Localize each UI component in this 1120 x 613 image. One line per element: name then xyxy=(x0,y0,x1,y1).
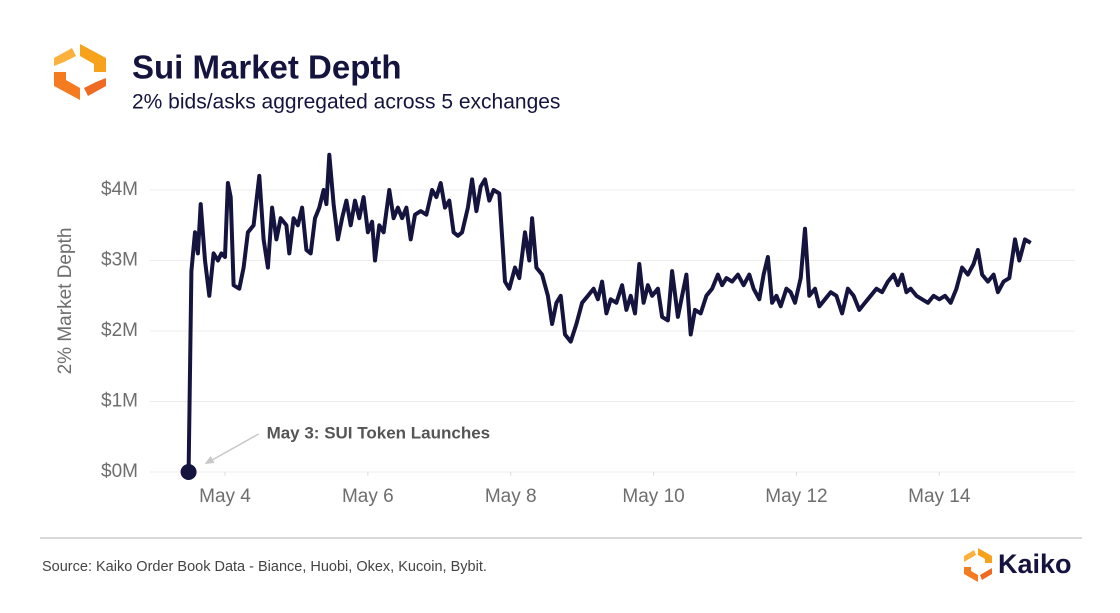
chart-title: Sui Market Depth xyxy=(132,49,402,86)
chart-subtitle: 2% bids/asks aggregated across 5 exchang… xyxy=(132,91,560,114)
logo xyxy=(54,44,106,100)
launch-marker xyxy=(180,464,197,480)
logo-part xyxy=(980,568,992,580)
annotation-arrowhead xyxy=(204,456,215,464)
annotation: May 3: SUI Token Launches xyxy=(267,423,491,442)
x-tick-label: May 10 xyxy=(622,486,684,507)
logo-part xyxy=(54,48,76,66)
y-tick-label: $1M xyxy=(101,391,138,412)
logo-part xyxy=(964,550,976,562)
logo-part xyxy=(84,78,106,96)
x-tick-label: May 12 xyxy=(765,486,827,507)
x-tick-label: May 6 xyxy=(342,486,394,507)
y-tick-label: $2M xyxy=(101,320,138,341)
logo-part xyxy=(54,72,80,100)
y-axis-label: 2% Market Depth xyxy=(55,228,76,375)
y-tick-label: $3M xyxy=(101,250,138,271)
brand-logo xyxy=(964,548,992,582)
annotation-arrow xyxy=(208,433,259,463)
brand: Kaiko xyxy=(998,549,1072,579)
y-tick-label: $0M xyxy=(101,461,138,482)
y-tick-label: $4M xyxy=(101,179,138,200)
x-tick-label: May 8 xyxy=(485,486,537,507)
x-tick-label: May 14 xyxy=(908,486,971,507)
plot-area: $0M $1M $2M $3M $4M May 4 May 6 May 8 May 10 May … xyxy=(101,152,1075,507)
logo-part xyxy=(964,567,978,582)
x-tick-label: May 4 xyxy=(199,486,251,507)
logo-part xyxy=(978,548,992,563)
data-line xyxy=(186,152,1032,473)
source: Source: Kaiko Order Book Data - Biance, … xyxy=(42,559,487,575)
logo-part xyxy=(80,44,106,72)
